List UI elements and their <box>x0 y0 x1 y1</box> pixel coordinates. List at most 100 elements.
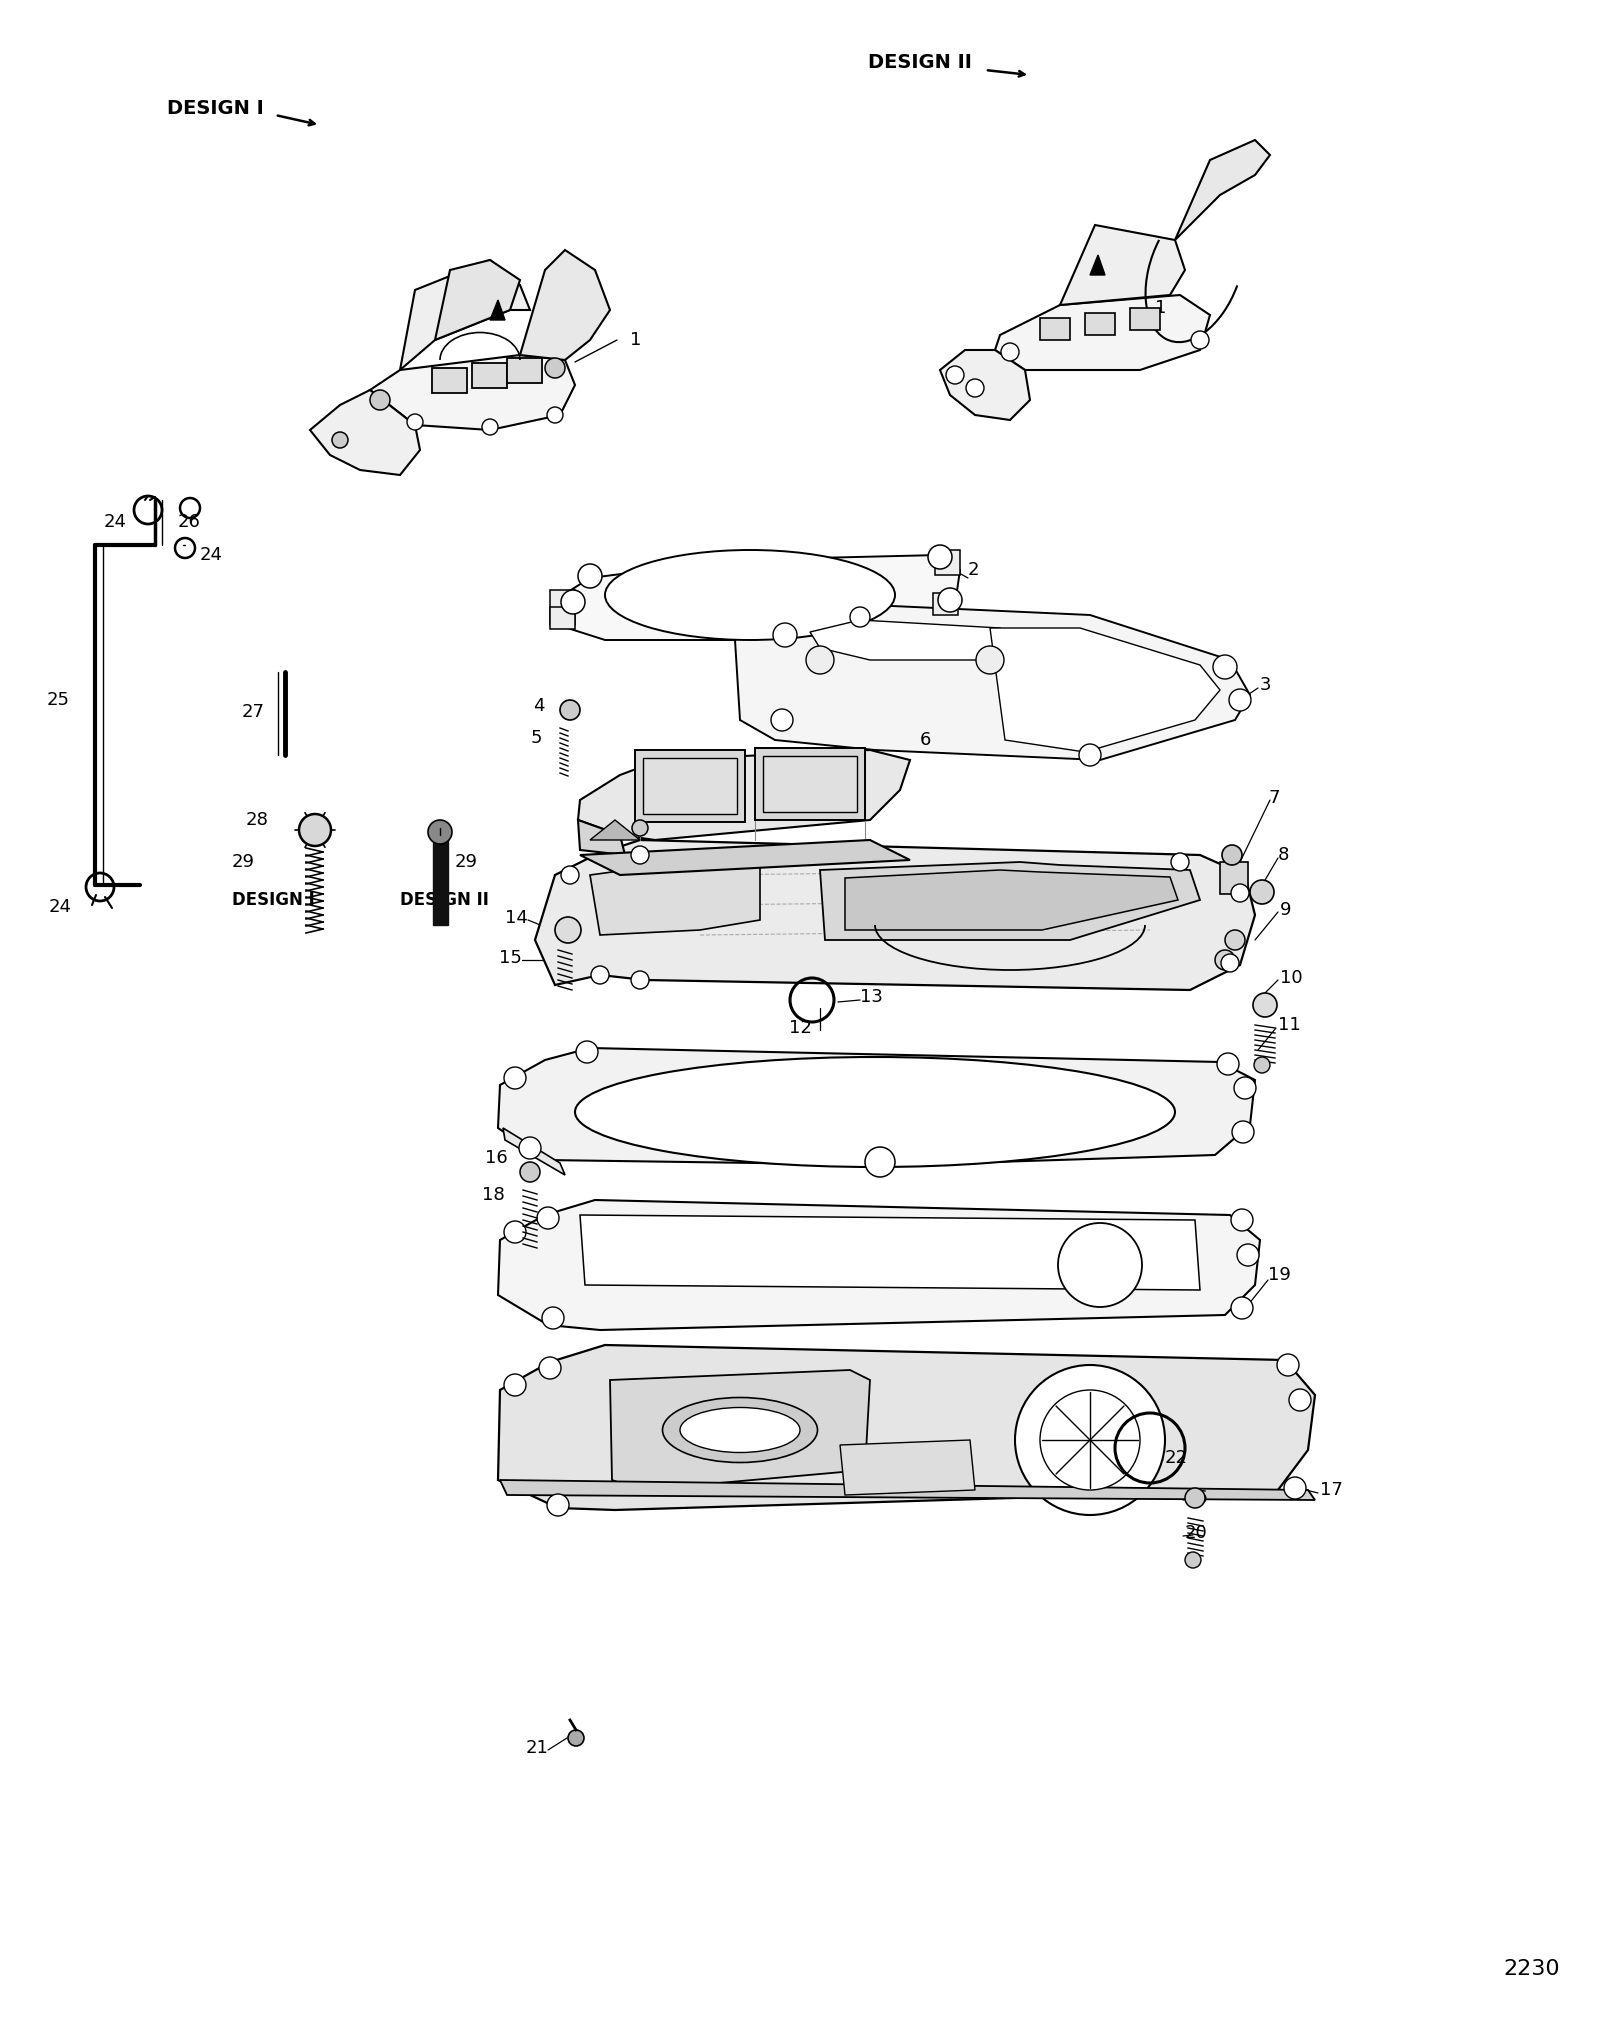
Polygon shape <box>755 747 866 820</box>
Circle shape <box>1253 993 1277 1018</box>
Polygon shape <box>643 757 738 814</box>
FancyBboxPatch shape <box>1040 319 1070 339</box>
Circle shape <box>1230 1209 1253 1232</box>
Circle shape <box>1232 1121 1254 1143</box>
FancyBboxPatch shape <box>550 590 574 626</box>
Circle shape <box>555 917 581 943</box>
Text: 1: 1 <box>1155 299 1166 317</box>
Text: 12: 12 <box>789 1020 813 1038</box>
Polygon shape <box>520 250 610 359</box>
Polygon shape <box>498 1345 1315 1510</box>
Circle shape <box>1078 743 1101 765</box>
Text: DESIGN I: DESIGN I <box>166 99 264 117</box>
Circle shape <box>928 545 952 569</box>
Polygon shape <box>810 620 1000 660</box>
Text: 17: 17 <box>1320 1482 1342 1498</box>
Circle shape <box>562 866 579 884</box>
Polygon shape <box>578 749 910 840</box>
Circle shape <box>576 1042 598 1062</box>
Polygon shape <box>502 1129 565 1175</box>
Circle shape <box>568 1730 584 1746</box>
FancyBboxPatch shape <box>1221 862 1248 894</box>
Circle shape <box>299 814 331 846</box>
Text: 16: 16 <box>485 1149 509 1167</box>
Circle shape <box>1218 1054 1238 1074</box>
FancyBboxPatch shape <box>507 357 542 384</box>
Text: 21: 21 <box>525 1738 549 1757</box>
Circle shape <box>806 646 834 674</box>
Text: 14: 14 <box>506 909 528 927</box>
Circle shape <box>1229 688 1251 711</box>
Polygon shape <box>845 870 1178 931</box>
Text: 8: 8 <box>1278 846 1290 864</box>
Polygon shape <box>1174 139 1270 240</box>
Polygon shape <box>434 838 448 925</box>
Polygon shape <box>763 755 858 812</box>
Polygon shape <box>498 1199 1261 1331</box>
Polygon shape <box>990 628 1221 751</box>
Circle shape <box>520 1163 541 1181</box>
Text: 18: 18 <box>482 1185 506 1203</box>
Circle shape <box>1014 1365 1165 1514</box>
Polygon shape <box>490 301 506 319</box>
Circle shape <box>866 1147 894 1177</box>
Text: 13: 13 <box>861 987 883 1005</box>
Ellipse shape <box>680 1407 800 1452</box>
FancyBboxPatch shape <box>1085 313 1115 335</box>
Text: 29: 29 <box>232 852 254 870</box>
Circle shape <box>429 820 453 844</box>
Text: 24: 24 <box>200 545 222 563</box>
Circle shape <box>560 701 581 721</box>
Polygon shape <box>435 260 520 339</box>
Circle shape <box>630 846 650 864</box>
Text: 1: 1 <box>630 331 642 349</box>
Ellipse shape <box>605 549 894 640</box>
Polygon shape <box>581 840 910 874</box>
Text: 15: 15 <box>499 949 522 967</box>
FancyBboxPatch shape <box>933 594 958 616</box>
Circle shape <box>542 1306 565 1329</box>
Circle shape <box>1230 884 1250 902</box>
Polygon shape <box>734 606 1250 759</box>
Circle shape <box>966 380 984 398</box>
Circle shape <box>546 357 565 378</box>
Text: 7: 7 <box>1267 789 1280 808</box>
Text: 2230: 2230 <box>1504 1958 1560 1979</box>
Ellipse shape <box>662 1397 818 1462</box>
Circle shape <box>538 1207 558 1230</box>
Circle shape <box>1226 931 1245 951</box>
Polygon shape <box>370 355 574 430</box>
Circle shape <box>1277 1355 1299 1377</box>
Polygon shape <box>1090 254 1106 275</box>
Circle shape <box>590 965 610 983</box>
Circle shape <box>1214 951 1235 969</box>
Polygon shape <box>819 862 1200 941</box>
Text: 22: 22 <box>1165 1450 1187 1468</box>
Polygon shape <box>400 260 530 369</box>
Polygon shape <box>1059 224 1186 305</box>
Text: 19: 19 <box>1267 1266 1291 1284</box>
Circle shape <box>1190 331 1210 349</box>
Circle shape <box>946 365 963 384</box>
Circle shape <box>773 624 797 646</box>
Text: 5: 5 <box>531 729 542 747</box>
Polygon shape <box>534 840 1254 989</box>
Text: 2: 2 <box>968 561 979 579</box>
Circle shape <box>333 432 349 448</box>
Circle shape <box>630 971 650 989</box>
Polygon shape <box>310 390 421 474</box>
Polygon shape <box>995 295 1210 369</box>
Polygon shape <box>578 820 626 854</box>
Circle shape <box>976 646 1005 674</box>
Circle shape <box>1234 1076 1256 1098</box>
Polygon shape <box>635 749 746 822</box>
Text: 24: 24 <box>50 898 72 917</box>
Circle shape <box>1237 1244 1259 1266</box>
Text: 10: 10 <box>1280 969 1302 987</box>
Ellipse shape <box>574 1058 1174 1167</box>
Circle shape <box>504 1221 526 1244</box>
Polygon shape <box>610 1371 870 1490</box>
Circle shape <box>504 1066 526 1088</box>
Circle shape <box>547 408 563 424</box>
Text: 26: 26 <box>178 513 202 531</box>
